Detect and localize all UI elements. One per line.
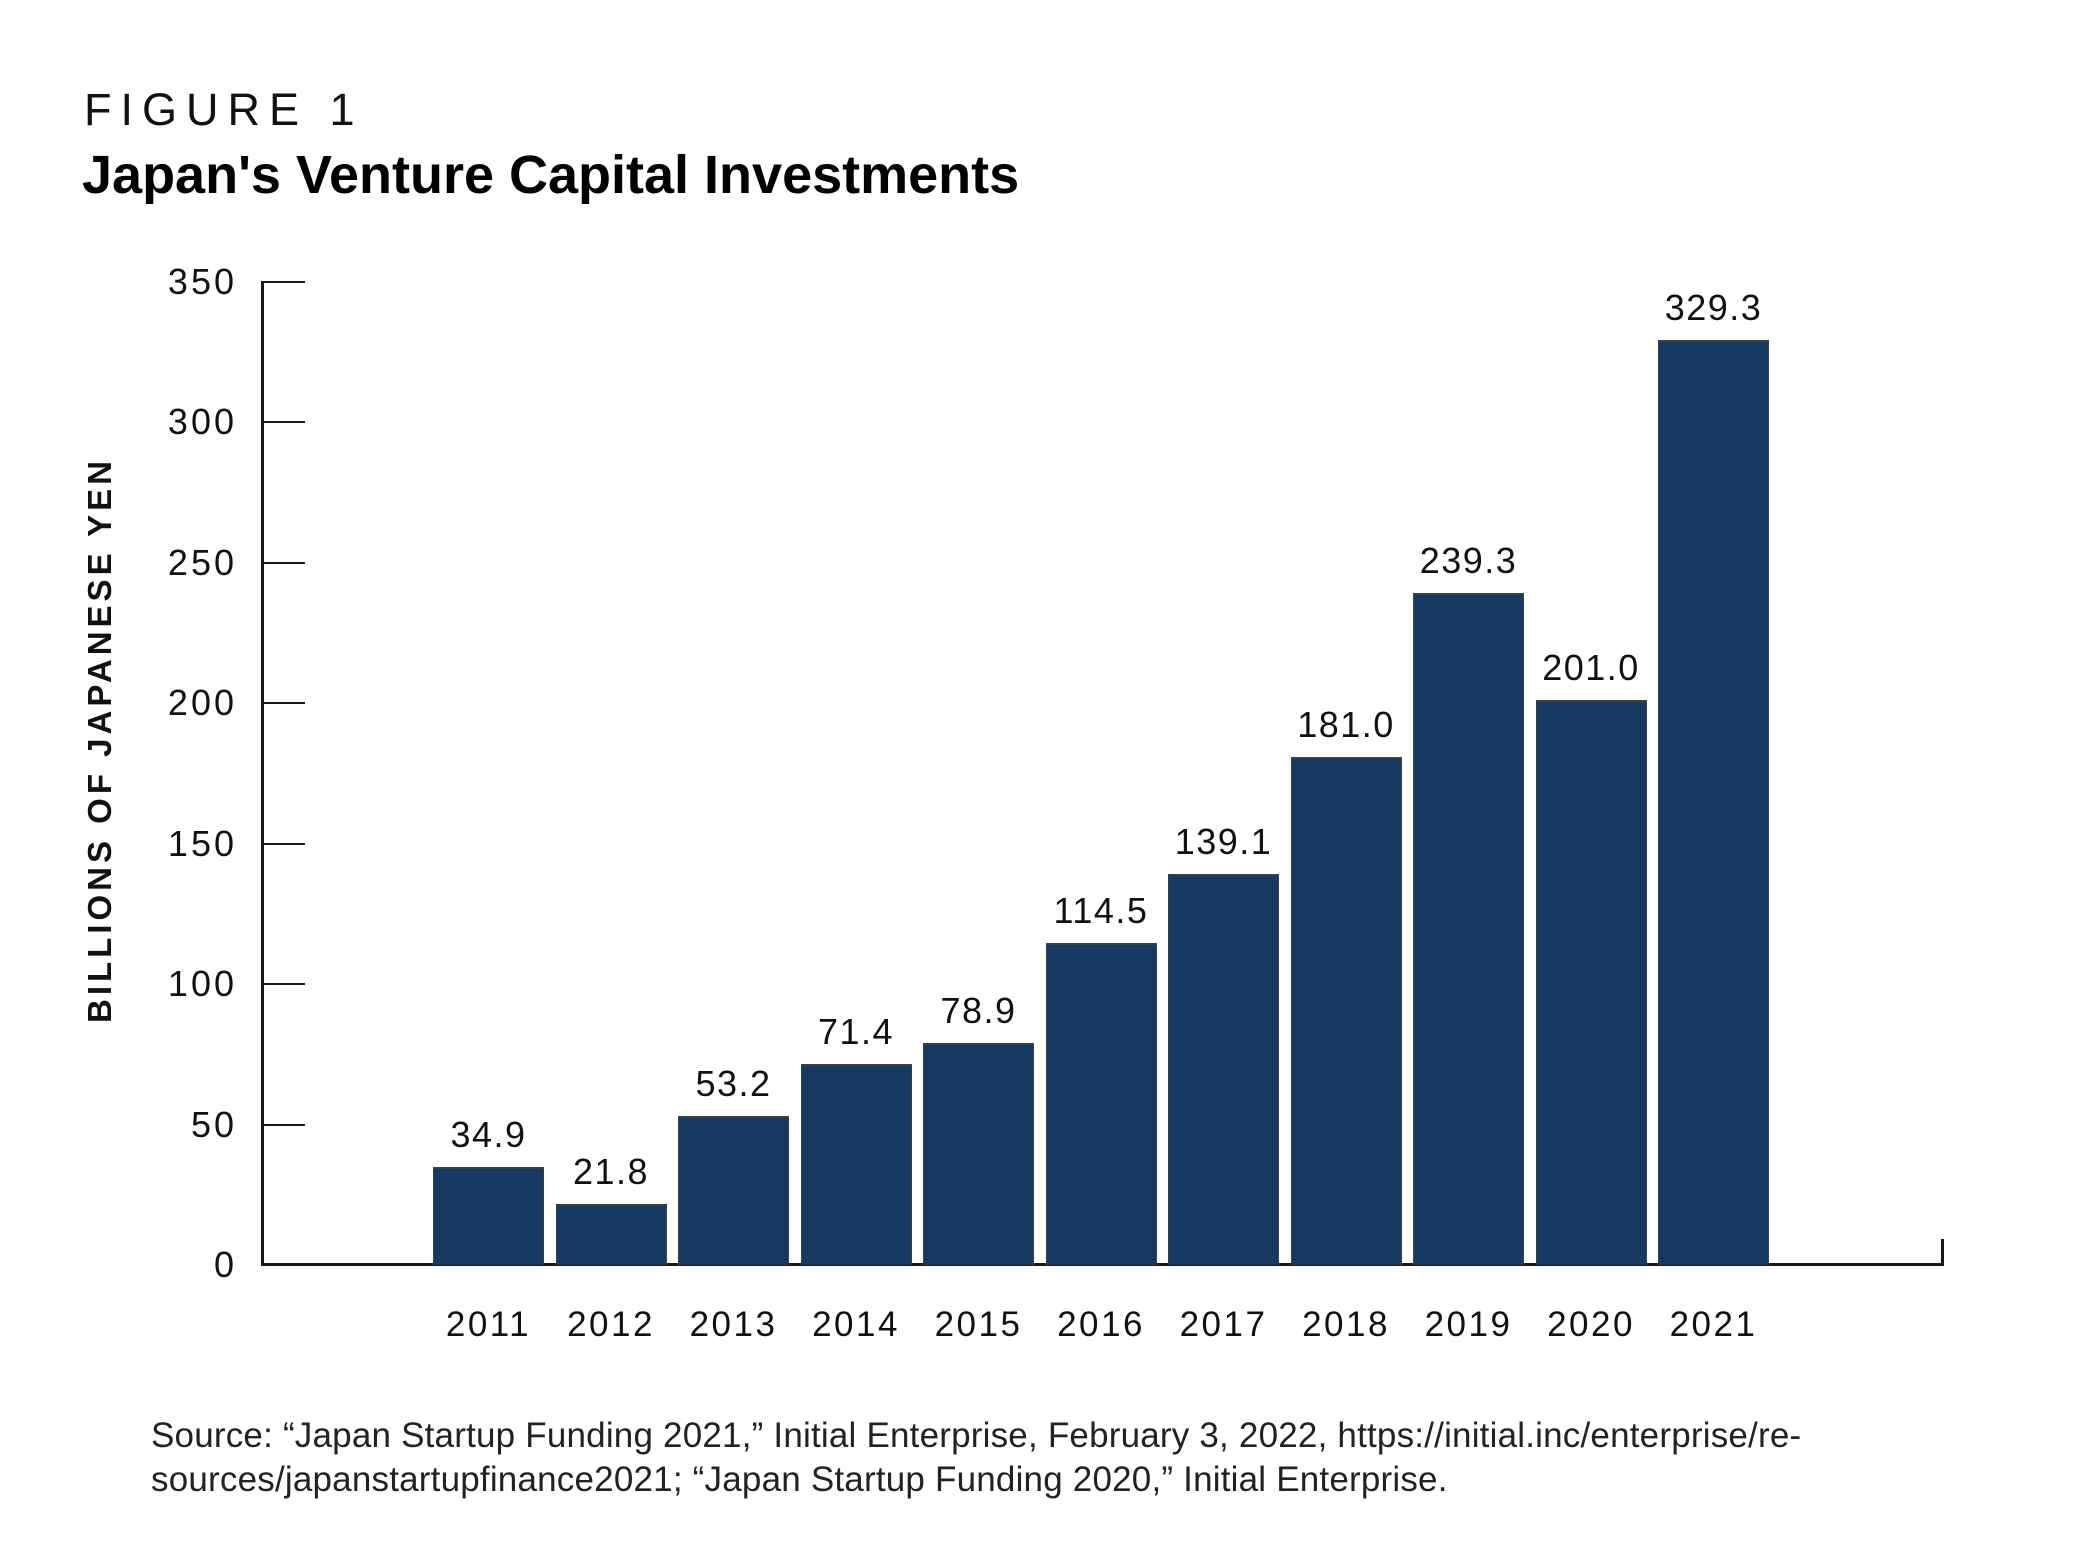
bar-2021 <box>1658 340 1769 1265</box>
bar-2017 <box>1168 874 1279 1265</box>
bar-value-label-2019: 239.3 <box>1419 539 1518 581</box>
x-tick-label-2019: 2019 <box>1424 1305 1513 1344</box>
bar-2019 <box>1413 592 1524 1265</box>
bar-2018 <box>1290 756 1402 1265</box>
y-tick-350 <box>261 281 305 283</box>
y-tick-label-350: 350 <box>167 261 237 302</box>
x-tick-label-2015: 2015 <box>934 1305 1023 1344</box>
y-tick-150 <box>261 842 305 845</box>
bar-value-label-2016: 114.5 <box>1053 890 1149 932</box>
y-axis-line <box>261 282 264 1265</box>
source-line-1: Source: “Japan Startup Funding 2021,” In… <box>151 1416 1802 1455</box>
bar-value-label-2015: 78.9 <box>940 990 1017 1032</box>
y-tick-300 <box>261 421 305 424</box>
y-tick-label-50: 50 <box>190 1103 237 1145</box>
x-tick-label-2017: 2017 <box>1179 1305 1268 1344</box>
source-line-2: sources/japanstartupfinance2021; “Japan … <box>151 1460 1448 1499</box>
bar-2011 <box>433 1166 544 1265</box>
y-tick-label-0: 0 <box>213 1244 237 1285</box>
x-tick-label-2020: 2020 <box>1547 1305 1635 1344</box>
figure-label: FIGURE 1 <box>84 84 364 135</box>
x-tick-label-2016: 2016 <box>1057 1305 1145 1344</box>
y-tick-200 <box>261 702 305 705</box>
y-tick-50 <box>261 1123 305 1126</box>
y-tick-label-200: 200 <box>167 682 237 724</box>
y-tick-label-250: 250 <box>167 541 237 583</box>
bar-value-label-2012: 21.8 <box>572 1150 650 1192</box>
y-tick-100 <box>261 983 305 986</box>
bar-value-label-2017: 139.1 <box>1174 821 1273 863</box>
bar-value-label-2011: 34.9 <box>450 1113 527 1155</box>
x-tick-label-2021: 2021 <box>1669 1305 1758 1344</box>
x-axis-end-tick <box>1941 1239 1944 1265</box>
x-tick-label-2014: 2014 <box>812 1305 900 1344</box>
y-tick-label-100: 100 <box>167 963 237 1005</box>
bar-2012 <box>555 1203 667 1265</box>
bar-2015 <box>923 1043 1034 1265</box>
source-note: Source: “Japan Startup Funding 2021,” In… <box>151 1414 1801 1502</box>
page-title: Japan's Venture Capital Investments <box>82 145 1020 205</box>
bar-2020 <box>1535 700 1647 1265</box>
y-axis-title: BILLIONS OF JAPANESE YEN <box>81 456 118 1024</box>
x-tick-label-2011: 2011 <box>445 1305 532 1344</box>
plot-area: 0 50 100 150 200 250 300 350 34.9 2011 21.8 2012 53.… <box>168 263 1944 1344</box>
bar-2014 <box>800 1064 912 1265</box>
bar-value-label-2014: 71.4 <box>817 1011 895 1053</box>
y-tick-250 <box>261 561 305 564</box>
bar-value-label-2013: 53.2 <box>695 1062 772 1104</box>
bar-value-label-2021: 329.3 <box>1664 287 1763 329</box>
x-tick-label-2013: 2013 <box>689 1305 778 1344</box>
x-tick-label-2018: 2018 <box>1302 1305 1390 1344</box>
x-tick-label-2012: 2012 <box>567 1305 655 1344</box>
bar-2016 <box>1045 943 1157 1265</box>
bar-value-label-2018: 181.0 <box>1297 703 1395 745</box>
bar-2013 <box>678 1115 789 1265</box>
bar-value-label-2020: 201.0 <box>1542 647 1640 689</box>
y-tick-label-300: 300 <box>167 401 237 443</box>
y-tick-label-150: 150 <box>167 822 237 864</box>
